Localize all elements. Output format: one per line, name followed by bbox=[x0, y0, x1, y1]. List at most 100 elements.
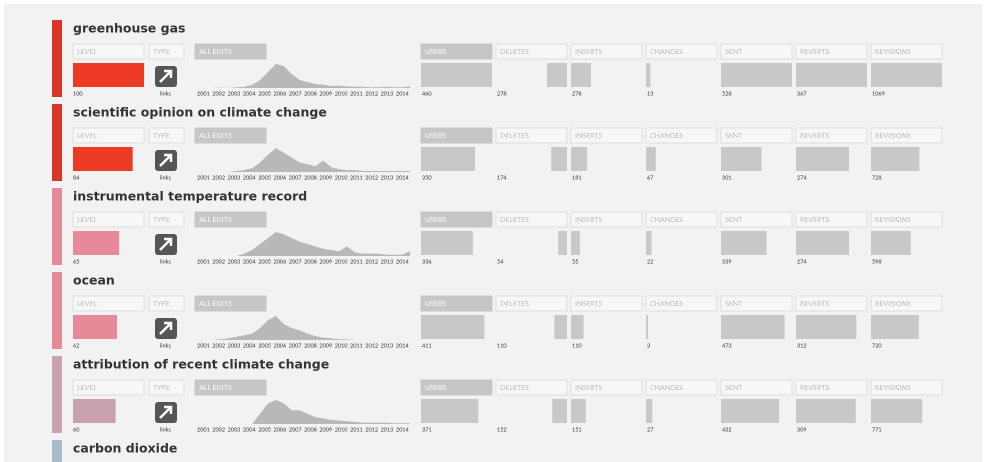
metric-bar bbox=[796, 231, 850, 255]
row-title[interactable]: greenhouse gas bbox=[73, 21, 185, 36]
year-label: 2002 bbox=[212, 91, 225, 97]
row-color-bar bbox=[52, 104, 62, 181]
column-header-label: SENT bbox=[725, 48, 743, 56]
level-value: 100 bbox=[73, 91, 83, 97]
row-title[interactable]: ocean bbox=[73, 273, 115, 288]
edits-area bbox=[197, 400, 410, 424]
level-bar bbox=[73, 147, 133, 171]
column-header-label: REVERTS bbox=[800, 300, 830, 308]
column-header-label: USERS bbox=[425, 216, 446, 224]
column-header bbox=[570, 43, 643, 60]
edits-area bbox=[197, 64, 410, 88]
year-label: 2002 bbox=[212, 259, 225, 265]
metric-bar bbox=[646, 231, 652, 255]
year-label: 2008 bbox=[304, 259, 317, 265]
column-header bbox=[420, 127, 493, 144]
metric-value: 528 bbox=[722, 91, 732, 97]
year-label: 2013 bbox=[381, 175, 394, 181]
year-label: 2009 bbox=[319, 91, 332, 97]
row-title[interactable]: attribution of recent climate change bbox=[73, 357, 329, 372]
year-label: 2003 bbox=[228, 427, 241, 433]
metric-value: 771 bbox=[872, 427, 882, 433]
metric-value: 54 bbox=[497, 259, 504, 265]
row-title[interactable]: instrumental temperature record bbox=[73, 189, 307, 204]
column-header-label: DELETES bbox=[500, 216, 529, 224]
metric-value: 728 bbox=[872, 175, 882, 181]
level-bar bbox=[73, 231, 120, 255]
type-icon-arrow bbox=[159, 153, 173, 167]
metric-bar bbox=[796, 399, 856, 423]
column-header bbox=[495, 379, 568, 396]
column-header-label: USERS bbox=[425, 48, 446, 56]
year-label: 2004 bbox=[243, 91, 257, 97]
column-header-label: LEVEL bbox=[77, 132, 97, 140]
column-header bbox=[148, 295, 185, 312]
column-header bbox=[645, 379, 718, 396]
metric-bar bbox=[421, 147, 476, 171]
metric-bar bbox=[721, 147, 762, 171]
column-header-label: ALL EDITS bbox=[199, 48, 232, 56]
column-header bbox=[795, 379, 868, 396]
year-label: 2003 bbox=[228, 259, 241, 265]
year-label: 2006 bbox=[274, 259, 287, 265]
column-header-label: REVISIONS bbox=[875, 300, 911, 308]
column-header-label: SENT bbox=[725, 300, 743, 308]
column-header bbox=[194, 43, 267, 60]
column-header-label: ALL EDITS bbox=[199, 132, 232, 140]
year-label: 2007 bbox=[289, 175, 302, 181]
year-label: 2013 bbox=[381, 91, 394, 97]
row-color-bar bbox=[52, 272, 62, 349]
column-header bbox=[645, 43, 718, 60]
column-header-label: LEVEL bbox=[77, 300, 97, 308]
year-label: 2014 bbox=[396, 427, 410, 433]
column-header-label: CHANGES bbox=[650, 384, 683, 392]
year-label: 2013 bbox=[381, 427, 394, 433]
column-header bbox=[72, 379, 145, 396]
column-header-label: CHANGES bbox=[650, 216, 683, 224]
column-header bbox=[420, 43, 493, 60]
metric-bar bbox=[721, 399, 780, 423]
year-label: 2012 bbox=[365, 427, 378, 433]
column-header-label: CHANGES bbox=[650, 132, 683, 140]
row-title[interactable]: carbon dioxide bbox=[73, 441, 177, 456]
metric-bar bbox=[721, 63, 792, 87]
column-header-label: REVERTS bbox=[800, 132, 830, 140]
column-header-label: REVERTS bbox=[800, 48, 830, 56]
column-header bbox=[148, 43, 185, 60]
column-header bbox=[795, 295, 868, 312]
year-label: 2008 bbox=[304, 343, 317, 349]
column-header-label: TYPE bbox=[153, 384, 170, 392]
year-label: 2014 bbox=[396, 259, 410, 265]
metric-value: 350 bbox=[422, 175, 432, 181]
year-label: 2007 bbox=[289, 343, 302, 349]
metric-value: 110 bbox=[572, 343, 582, 349]
metric-value: 339 bbox=[722, 259, 732, 265]
type-value: links bbox=[160, 175, 171, 181]
metric-bar bbox=[571, 231, 580, 255]
column-header-label: SENT bbox=[725, 384, 743, 392]
metric-value: 278 bbox=[497, 91, 507, 97]
column-header-label: DELETES bbox=[500, 384, 529, 392]
column-header-label: REVISIONS bbox=[875, 216, 911, 224]
year-label: 2012 bbox=[365, 91, 378, 97]
year-label: 2010 bbox=[335, 343, 349, 349]
column-header bbox=[194, 295, 267, 312]
year-label: 2003 bbox=[228, 343, 241, 349]
year-label: 2011 bbox=[350, 175, 363, 181]
year-label: 2006 bbox=[274, 427, 287, 433]
row-title[interactable]: scientific opinion on climate change bbox=[73, 105, 327, 120]
type-icon-arrow bbox=[159, 69, 173, 83]
year-label: 2001 bbox=[197, 343, 210, 349]
column-header-label: CHANGES bbox=[650, 48, 683, 56]
metric-bar bbox=[796, 63, 867, 87]
metric-bar bbox=[796, 147, 850, 171]
level-value: 62 bbox=[73, 343, 79, 349]
metric-value: 301 bbox=[722, 175, 732, 181]
column-header bbox=[148, 379, 185, 396]
metric-value: 27 bbox=[647, 427, 653, 433]
column-header-label: ALL EDITS bbox=[199, 300, 232, 308]
metric-bar bbox=[646, 315, 649, 339]
column-header-label: DELETES bbox=[500, 48, 529, 56]
year-label: 2007 bbox=[289, 91, 302, 97]
metric-bar bbox=[646, 399, 653, 423]
